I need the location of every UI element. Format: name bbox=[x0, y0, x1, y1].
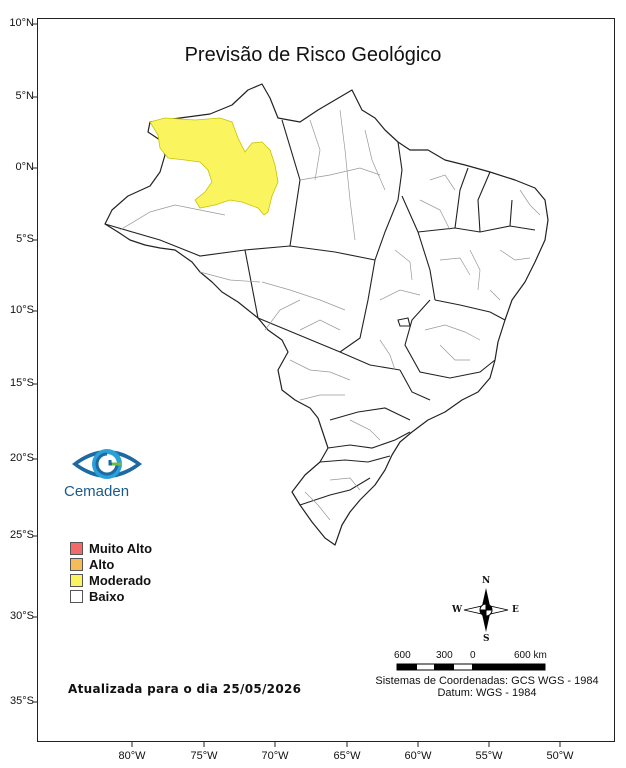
south-label: S bbox=[483, 634, 490, 644]
lon-label: 60°W bbox=[404, 750, 432, 762]
lon-label: 80°W bbox=[118, 750, 146, 762]
legend-label: Moderado bbox=[89, 572, 152, 588]
scalebar bbox=[396, 663, 546, 671]
north-label: N bbox=[482, 576, 491, 586]
coordinate-info: Sistemas de Coordenadas: GCS WGS - 1984 … bbox=[352, 675, 622, 699]
legend-swatch bbox=[70, 589, 83, 603]
legend-item: Moderado bbox=[70, 572, 152, 588]
lon-label: 65°W bbox=[333, 750, 361, 762]
legend-swatch bbox=[70, 557, 83, 571]
lat-label: 25°S bbox=[10, 529, 34, 541]
lat-ticks bbox=[33, 23, 37, 703]
logo-text: Cemaden bbox=[64, 483, 130, 500]
lat-label: 20°S bbox=[10, 452, 34, 464]
north-arrow-icon bbox=[463, 588, 509, 632]
east-label: E bbox=[512, 605, 519, 615]
lon-label: 55°W bbox=[475, 750, 503, 762]
lat-label: 10°S bbox=[10, 304, 34, 316]
legend-label: Alto bbox=[89, 556, 115, 572]
update-date: Atualizada para o dia 25/05/2026 bbox=[68, 682, 302, 696]
legend-label: Muito Alto bbox=[89, 540, 153, 556]
lon-label: 75°W bbox=[190, 750, 218, 762]
legend-item: Alto bbox=[70, 556, 152, 572]
legend-item: Baixo bbox=[70, 588, 152, 604]
scalebar-label: 300 bbox=[436, 650, 453, 661]
lat-label: 5°N bbox=[15, 90, 34, 102]
lat-label: 35°S bbox=[10, 695, 34, 707]
lon-label: 50°W bbox=[546, 750, 574, 762]
datum: Datum: WGS - 1984 bbox=[437, 687, 537, 699]
legend: Muito Alto Alto Moderado Baixo bbox=[70, 540, 152, 604]
lat-label: 10°N bbox=[9, 17, 34, 29]
coord-system: Sistemas de Coordenadas: GCS WGS - 1984 bbox=[375, 675, 599, 687]
scalebar-label: 600 km bbox=[514, 650, 547, 661]
legend-swatch bbox=[70, 541, 83, 555]
region-borders bbox=[119, 109, 541, 521]
map-title: Previsão de Risco Geológico bbox=[184, 44, 442, 66]
lat-label: 30°S bbox=[10, 610, 34, 622]
legend-item: Muito Alto bbox=[70, 540, 152, 556]
west-label: W bbox=[452, 605, 463, 615]
lon-ticks bbox=[131, 742, 561, 747]
lon-label: 70°W bbox=[261, 750, 289, 762]
cemaden-logo-icon bbox=[72, 449, 142, 479]
scalebar-label: 600 bbox=[394, 650, 411, 661]
lat-label: 5°S bbox=[16, 233, 34, 245]
scalebar-label: 0 bbox=[470, 650, 476, 661]
state-borders bbox=[104, 119, 536, 506]
lat-label: 15°S bbox=[10, 377, 34, 389]
legend-label: Baixo bbox=[89, 588, 125, 604]
legend-swatch bbox=[70, 573, 83, 587]
moderate-risk-region bbox=[149, 117, 279, 216]
lat-label: 0°N bbox=[15, 161, 34, 173]
